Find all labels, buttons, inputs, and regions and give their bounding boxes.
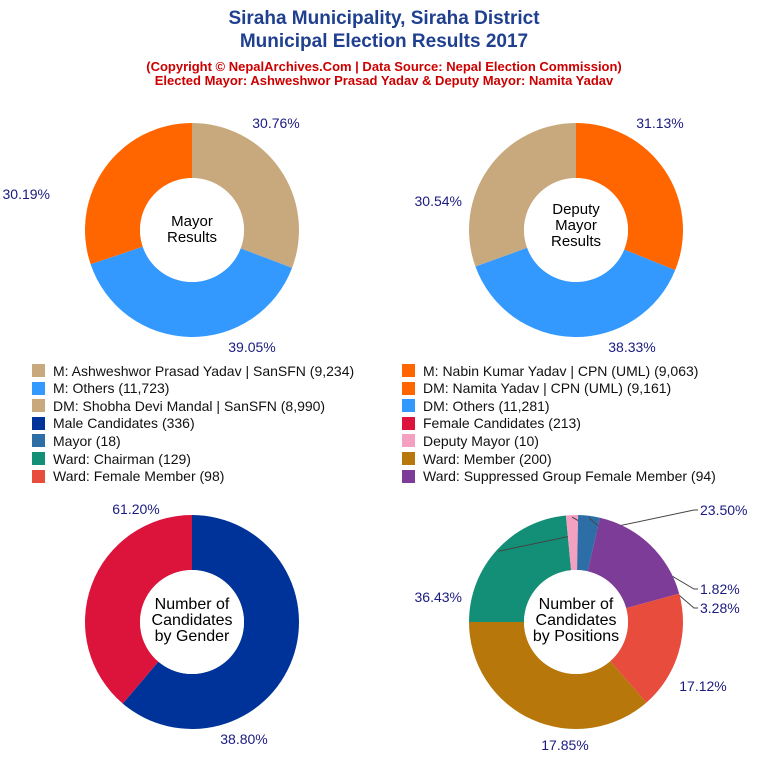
legend-label: Deputy Mayor (10)	[423, 432, 539, 449]
pie-slice	[90, 246, 293, 337]
slice-percent-label: 30.76%	[252, 115, 299, 131]
legend-label: Male Candidates (336)	[53, 415, 195, 432]
pie-slice	[192, 123, 299, 268]
slice-percent-label: 30.19%	[3, 186, 50, 202]
pie-slice	[565, 515, 579, 571]
donut-hole	[524, 178, 628, 282]
legend-swatch	[32, 452, 45, 465]
legend-label: DM: Shobha Devi Mandal | SanSFN (8,990)	[53, 397, 326, 414]
donut-center-label: Results	[167, 229, 217, 246]
pie-slice	[587, 517, 680, 609]
slice-percent-label: 36.43%	[415, 589, 462, 605]
donut-center-label: Candidates	[152, 612, 233, 629]
slice-percent-label: 17.12%	[679, 678, 726, 694]
pie-slice	[577, 515, 600, 572]
donut-hole	[524, 570, 628, 674]
legend-item: DM: Others (11,281)	[402, 397, 550, 414]
legend-item: Female Candidates (213)	[402, 415, 581, 432]
chart-subtitle-elected: Elected Mayor: Ashweshwor Prasad Yadav &…	[154, 73, 614, 88]
chart-subtitle-copyright: (Copyright © NepalArchives.Com | Data So…	[146, 59, 622, 74]
legend-item: Ward: Member (200)	[402, 450, 552, 467]
pie-slice	[469, 622, 647, 729]
donut-center-label: Results	[551, 233, 601, 250]
pie-slice	[475, 247, 676, 337]
slice-percent-label: 39.05%	[228, 339, 275, 355]
legend-item: M: Ashweshwor Prasad Yadav | SanSFN (9,2…	[32, 362, 354, 379]
pie-slice	[576, 123, 683, 271]
donut-center-label: Deputy	[552, 201, 600, 218]
legend-swatch	[402, 416, 415, 430]
pie-slice	[122, 515, 300, 729]
legend-label: Female Candidates (213)	[423, 415, 581, 432]
donut-center-label: by Gender	[155, 628, 230, 645]
legend-swatch	[32, 381, 45, 395]
legend-swatch	[32, 364, 45, 377]
slice-percent-label: 30.54%	[415, 193, 462, 209]
donut-center-label: Candidates	[536, 612, 617, 629]
legend-swatch	[32, 469, 45, 483]
legend-item: Male Candidates (336)	[32, 415, 195, 432]
legend-swatch	[402, 364, 415, 377]
legend-label: Ward: Chairman (129)	[53, 450, 191, 467]
legend-item: Deputy Mayor (10)	[402, 432, 539, 449]
donut-center-label: Mayor	[555, 217, 597, 234]
pie-slice	[84, 122, 192, 265]
slice-percent-label: 17.85%	[541, 737, 588, 753]
legend-swatch	[402, 399, 415, 413]
donut-hole	[140, 570, 244, 674]
slice-percent-label: 31.13%	[636, 115, 683, 131]
legend-item: Ward: Chairman (129)	[32, 450, 191, 467]
slice-label-leader	[498, 509, 698, 552]
legend-swatch	[402, 469, 415, 483]
pie-slice	[85, 515, 192, 704]
donut-hole	[140, 178, 244, 282]
slice-percent-label: 38.80%	[220, 731, 267, 747]
legend-item: Mayor (18)	[32, 432, 121, 449]
legend-swatch	[402, 381, 415, 395]
chart-title-line1: Siraha Municipality, Siraha District	[228, 8, 540, 29]
slice-percent-label: 1.82%	[700, 581, 740, 597]
legend-swatch	[402, 434, 415, 448]
legend-label: M: Nabin Kumar Yadav | CPN (UML) (9,063)	[423, 362, 699, 379]
chart-title-line2: Municipal Election Results 2017	[239, 31, 529, 52]
legend-item: DM: Namita Yadav | CPN (UML) (9,161)	[402, 380, 671, 397]
legend-swatch	[32, 399, 45, 413]
slice-percent-label: 38.33%	[608, 339, 655, 355]
legend-label: Mayor (18)	[53, 432, 121, 449]
donut-center-label: Mayor	[171, 213, 213, 230]
donut-center-label: Number of	[539, 596, 614, 613]
pie-slice	[468, 515, 572, 622]
legend-label: DM: Namita Yadav | CPN (UML) (9,161)	[423, 380, 672, 397]
donut-center-label: by Positions	[533, 628, 619, 645]
legend-label: Ward: Member (200)	[423, 450, 552, 467]
pie-slice	[610, 593, 683, 703]
legend-label: M: Others (11,723)	[53, 380, 170, 397]
legend-item: M: Others (11,723)	[32, 380, 169, 397]
slice-percent-label: 3.28%	[700, 600, 740, 616]
pie-slice	[469, 122, 576, 267]
legend-item: Ward: Suppressed Group Female Member (94…	[402, 468, 716, 485]
slice-percent-label: 23.50%	[700, 502, 747, 518]
slice-percent-label: 61.20%	[112, 501, 159, 517]
legend-label: Ward: Suppressed Group Female Member (94…	[423, 468, 716, 485]
legend-label: M: Ashweshwor Prasad Yadav | SanSFN (9,2…	[53, 362, 355, 379]
legend-swatch	[32, 416, 45, 430]
donut-center-label: Number of	[155, 596, 230, 613]
legend-swatch	[402, 452, 415, 465]
legend-item: DM: Shobha Devi Mandal | SanSFN (8,990)	[32, 397, 325, 414]
legend-item: Ward: Female Member (98)	[32, 468, 224, 485]
legend-swatch	[32, 434, 45, 448]
legend-item: M: Nabin Kumar Yadav | CPN (UML) (9,063)	[402, 362, 698, 379]
legend-label: DM: Others (11,281)	[423, 397, 550, 414]
legend-label: Ward: Female Member (98)	[53, 468, 225, 485]
